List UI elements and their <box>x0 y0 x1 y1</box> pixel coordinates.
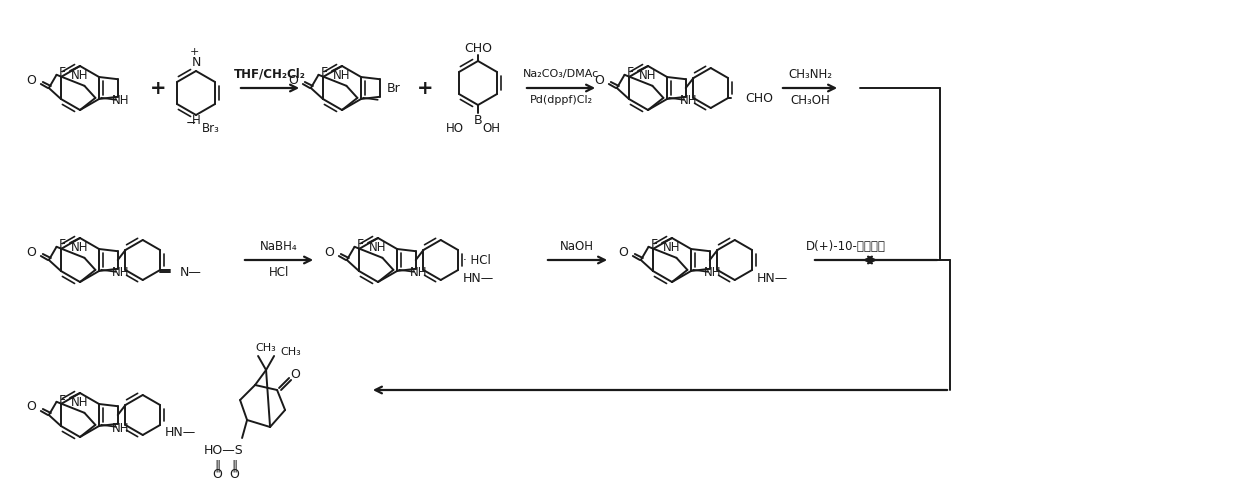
Text: O: O <box>594 73 604 86</box>
Text: THF/CH₂Cl₂: THF/CH₂Cl₂ <box>234 67 306 80</box>
Text: O: O <box>618 246 627 258</box>
Text: CH₃: CH₃ <box>280 347 301 357</box>
Text: O: O <box>288 73 298 86</box>
Text: F: F <box>320 66 327 79</box>
Text: +: + <box>417 78 433 98</box>
Text: F: F <box>58 239 66 251</box>
Text: OH: OH <box>482 123 500 135</box>
Text: Pd(dppf)Cl₂: Pd(dppf)Cl₂ <box>529 95 593 105</box>
Text: N: N <box>191 57 201 69</box>
Text: NH: NH <box>112 266 129 280</box>
Text: B: B <box>474 115 482 127</box>
Text: NaBH₄: NaBH₄ <box>260 240 298 252</box>
Text: O: O <box>26 246 36 258</box>
Text: NH: NH <box>368 241 386 254</box>
Text: O: O <box>26 400 36 414</box>
Text: ‖: ‖ <box>215 459 221 473</box>
Text: Br₃: Br₃ <box>202 123 219 135</box>
Text: O: O <box>290 369 300 381</box>
Text: F: F <box>356 239 363 251</box>
Text: +: + <box>190 47 198 57</box>
Text: NH: NH <box>112 95 129 108</box>
Text: NH: NH <box>639 69 656 82</box>
Text: F: F <box>58 393 66 407</box>
Text: HN—: HN— <box>463 271 495 285</box>
Text: F: F <box>626 66 634 79</box>
Text: NH: NH <box>410 266 428 280</box>
Text: D(+)-10-樟脑磺酸: D(+)-10-樟脑磺酸 <box>806 240 885 252</box>
Text: Na₂CO₃/DMAc: Na₂CO₃/DMAc <box>523 69 599 79</box>
Text: CH₃NH₂: CH₃NH₂ <box>787 67 832 80</box>
Text: NH: NH <box>71 69 88 82</box>
Text: +: + <box>150 78 166 98</box>
Text: O: O <box>324 246 334 258</box>
Text: HO: HO <box>446 123 464 135</box>
Text: CHO: CHO <box>745 91 773 105</box>
Text: NH: NH <box>71 241 88 254</box>
Text: NH: NH <box>71 396 88 409</box>
Text: NH: NH <box>704 266 722 280</box>
Text: −: − <box>186 117 196 129</box>
Text: · HCl: · HCl <box>463 253 491 266</box>
Text: NH: NH <box>662 241 681 254</box>
Text: O: O <box>212 468 222 481</box>
Text: CH₃: CH₃ <box>255 343 277 353</box>
Text: H: H <box>192 115 201 127</box>
Text: HN—: HN— <box>165 427 196 439</box>
Text: NH: NH <box>112 422 129 434</box>
Text: NH: NH <box>680 95 698 108</box>
Text: CHO: CHO <box>464 43 492 56</box>
Text: NH: NH <box>332 69 350 82</box>
Text: ‖: ‖ <box>231 459 237 473</box>
Text: F: F <box>58 66 66 79</box>
Text: HN—: HN— <box>758 271 789 285</box>
Text: HCl: HCl <box>269 265 289 278</box>
Text: O: O <box>26 73 36 86</box>
Text: HO—S: HO—S <box>205 443 244 456</box>
Text: Br: Br <box>387 81 401 95</box>
Text: CH₃OH: CH₃OH <box>790 94 830 107</box>
Text: NaOH: NaOH <box>560 240 594 252</box>
Text: O: O <box>229 468 239 481</box>
Text: F: F <box>651 239 657 251</box>
Text: N—: N— <box>180 265 202 278</box>
